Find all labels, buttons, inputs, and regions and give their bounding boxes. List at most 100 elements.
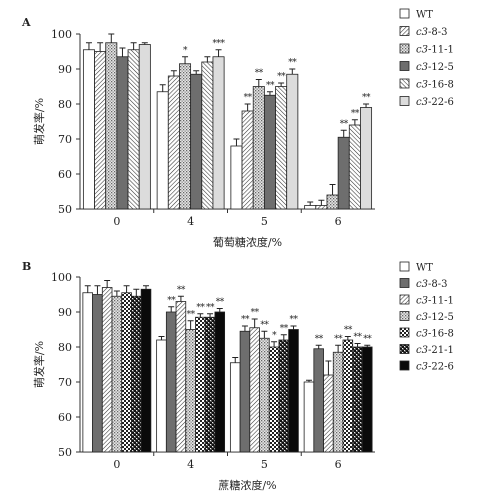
significance-label: ** — [251, 308, 260, 318]
significance-label: ** — [196, 303, 205, 313]
bar — [286, 73, 299, 210]
bar — [241, 110, 254, 210]
y-tick-label: 100 — [51, 28, 72, 41]
significance-label: ** — [362, 93, 371, 103]
bar — [275, 86, 288, 210]
bar — [303, 381, 315, 453]
legend-swatch — [399, 294, 410, 305]
bar — [229, 362, 241, 453]
significance-label: ** — [290, 315, 299, 325]
y-tick-label: 90 — [58, 63, 72, 76]
y-tick-label: 70 — [58, 133, 72, 146]
legend-swatch — [399, 61, 410, 71]
bar — [140, 288, 152, 453]
significance-label: ** — [206, 303, 215, 313]
bar — [165, 311, 177, 453]
bar — [313, 348, 324, 453]
panel-letter: A — [21, 16, 31, 29]
legend-label: c3-16-8 — [416, 80, 454, 91]
legend-label: c3-22-6 — [416, 97, 454, 108]
legend-label: c3-21-1 — [416, 345, 454, 356]
bar — [82, 292, 93, 453]
bar — [337, 136, 350, 210]
bar — [323, 374, 334, 453]
bar — [82, 49, 95, 210]
bar — [179, 63, 192, 210]
bar — [111, 295, 123, 453]
legend-swatch — [399, 360, 410, 371]
bar — [175, 301, 187, 453]
legend-swatch — [399, 278, 410, 288]
bar — [195, 316, 206, 453]
bar — [263, 94, 276, 210]
y-tick-label: 50 — [58, 446, 72, 459]
bar — [116, 56, 129, 210]
legend-label: c3-8-3 — [416, 27, 447, 38]
significance-label: ** — [351, 109, 360, 119]
x-tick-label: 4 — [187, 215, 194, 228]
y-tick-label: 70 — [58, 376, 72, 389]
bar — [167, 75, 180, 210]
legend-label: c3-12-5 — [416, 312, 454, 323]
x-tick-label: 4 — [187, 458, 194, 471]
legend-swatch — [399, 327, 410, 338]
legend-swatch — [399, 311, 410, 321]
significance-label: ** — [277, 72, 286, 82]
bar — [352, 346, 363, 453]
bar — [201, 61, 214, 210]
y-tick-label: 100 — [51, 271, 72, 284]
legend-swatch — [399, 26, 410, 36]
bar — [304, 205, 317, 210]
legend-swatch — [399, 43, 410, 54]
legend-label: c3-22-6 — [416, 362, 454, 373]
bar — [249, 327, 260, 453]
legend-label: c3-8-3 — [416, 279, 447, 290]
x-tick-label: 0 — [113, 458, 120, 471]
bar — [204, 316, 216, 453]
bar — [252, 86, 265, 210]
y-axis-title: 萌发率/% — [32, 341, 46, 388]
bar — [268, 346, 280, 453]
bar — [288, 329, 299, 453]
bar — [131, 295, 142, 453]
significance-label: ** — [363, 334, 372, 344]
y-tick-label: 60 — [58, 168, 72, 181]
significance-label: ** — [244, 93, 253, 103]
bar — [127, 49, 140, 210]
bar — [239, 330, 251, 453]
bar — [332, 351, 344, 453]
y-tick-label: 90 — [58, 306, 72, 319]
significance-label: ** — [167, 296, 176, 306]
significance-label: ** — [255, 69, 264, 79]
bar — [214, 311, 226, 453]
legend-swatch — [399, 261, 410, 272]
legend-swatch — [399, 96, 410, 106]
panel-letter: B — [22, 260, 31, 273]
x-tick-label: 0 — [113, 215, 120, 228]
bar — [212, 56, 225, 210]
bar — [156, 339, 167, 453]
significance-label: ** — [266, 81, 275, 91]
bar — [230, 145, 243, 210]
bar — [156, 91, 169, 210]
x-tick-label: 6 — [335, 458, 342, 471]
x-tick-label: 5 — [261, 215, 268, 228]
y-axis-title: 萌发率/% — [32, 98, 46, 145]
legend-label: WT — [416, 10, 433, 21]
legend-swatch — [399, 344, 410, 354]
legend-label: c3-11-1 — [416, 45, 454, 56]
bar — [315, 205, 328, 210]
significance-label: ** — [280, 324, 289, 334]
bar — [326, 194, 339, 210]
bar — [259, 337, 270, 453]
bar — [348, 124, 361, 210]
significance-label: ** — [187, 310, 196, 320]
bar — [185, 329, 196, 453]
significance-label: ** — [177, 285, 186, 295]
legend-swatch — [399, 78, 410, 89]
bar — [105, 42, 118, 210]
significance-label: ** — [241, 315, 250, 325]
bar — [121, 292, 132, 453]
x-tick-label: 5 — [261, 458, 268, 471]
